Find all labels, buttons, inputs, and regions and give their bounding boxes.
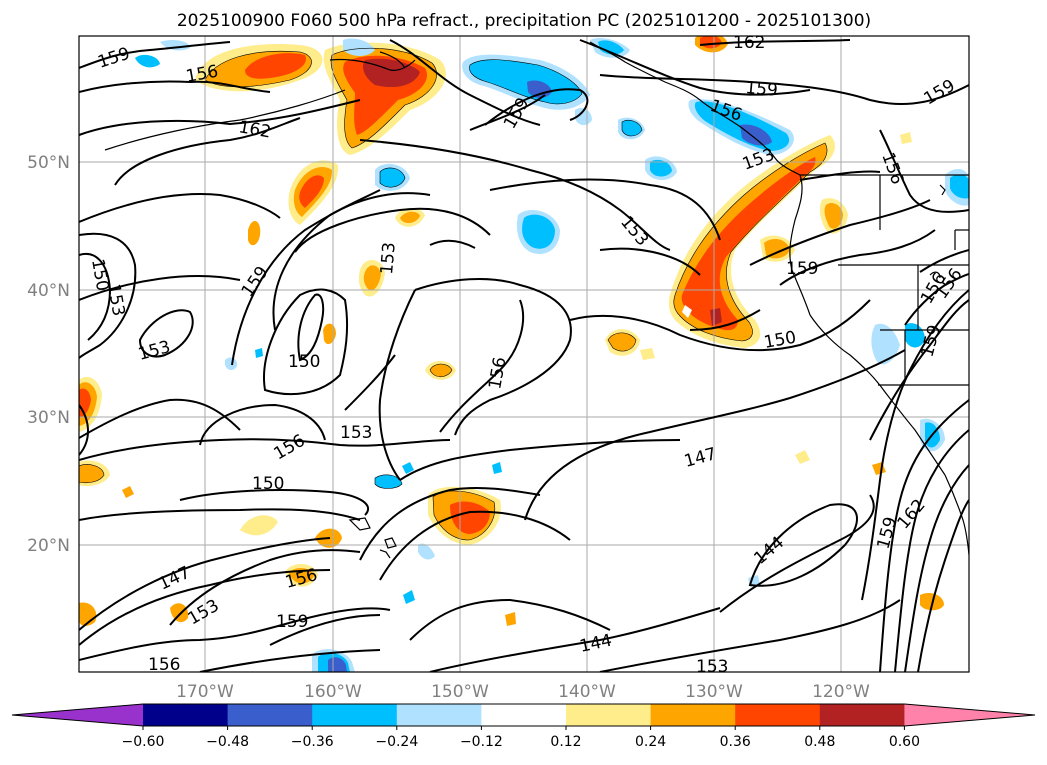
refractivity-contours [79, 39, 969, 672]
contour-label: 159 [786, 259, 818, 279]
colorbar: −0.60 −0.48 −0.36 −0.24 −0.12 0.12 0.24 0.36 0.4… [11, 703, 1036, 750]
colorbar-tick-label: −0.24 [375, 734, 418, 750]
colorbar-tick-label: 0.36 [720, 734, 751, 750]
lon-label-150w: 150°W [431, 682, 489, 702]
latitude-labels: 50°N 40°N 30°N 20°N [27, 153, 70, 556]
colorbar-swatch [566, 704, 652, 726]
colorbar-extend-high [904, 704, 1035, 726]
coastlines [104, 41, 969, 559]
colorbar-tick-label: −0.36 [291, 734, 334, 750]
lat-label-50n: 50°N [27, 153, 70, 173]
colorbar-tick-label: −0.60 [122, 734, 165, 750]
colorbar-tick-label: 0.48 [804, 734, 835, 750]
contour-label: 153 [377, 241, 400, 275]
lon-label-170w: 170°W [176, 682, 234, 702]
colorbar-swatch [396, 704, 482, 726]
contour-label: 159 [745, 78, 779, 101]
lon-label-130w: 130°W [685, 682, 743, 702]
colorbar-extend-low [12, 704, 143, 726]
lon-label-120w: 120°W [812, 682, 870, 702]
colorbar-swatch [735, 704, 821, 726]
contour-label: 156 [148, 655, 180, 675]
colorbar-tick-label: 0.12 [550, 734, 581, 750]
map-area: 159 156 162 159 162 159 156 159 156 153 … [79, 33, 969, 677]
lat-label-30n: 30°N [27, 408, 70, 428]
contour-label: 159 [276, 612, 308, 632]
lat-label-40n: 40°N [27, 281, 70, 301]
colorbar-swatch [227, 704, 313, 726]
precip-outlines [79, 47, 828, 541]
colorbar-swatch [143, 704, 229, 726]
colorbar-tick-label: −0.12 [460, 734, 503, 750]
colorbar-tick-label: 0.60 [889, 734, 920, 750]
colorbar-tick-label: 0.24 [635, 734, 666, 750]
contour-label: 150 [252, 474, 284, 494]
longitude-labels: 170°W 160°W 150°W 140°W 130°W 120°W [176, 682, 870, 702]
map-frame [78, 35, 970, 673]
lat-label-20n: 20°N [27, 536, 70, 556]
contour-label: 153 [696, 657, 728, 677]
colorbar-swatch [819, 704, 905, 726]
graticule [79, 36, 969, 672]
colorbar-swatch [481, 704, 567, 726]
colorbar-swatch [312, 704, 398, 726]
contour-label: 162 [733, 33, 765, 53]
lon-label-140w: 140°W [558, 682, 616, 702]
contour-label: 150 [288, 352, 320, 372]
colorbar-swatch [650, 704, 736, 726]
lon-label-160w: 160°W [304, 682, 362, 702]
map-title: 2025100900 F060 500 hPa refract., precip… [177, 11, 871, 31]
colorbar-tick-label: −0.48 [206, 734, 249, 750]
contour-label: 153 [340, 423, 372, 443]
